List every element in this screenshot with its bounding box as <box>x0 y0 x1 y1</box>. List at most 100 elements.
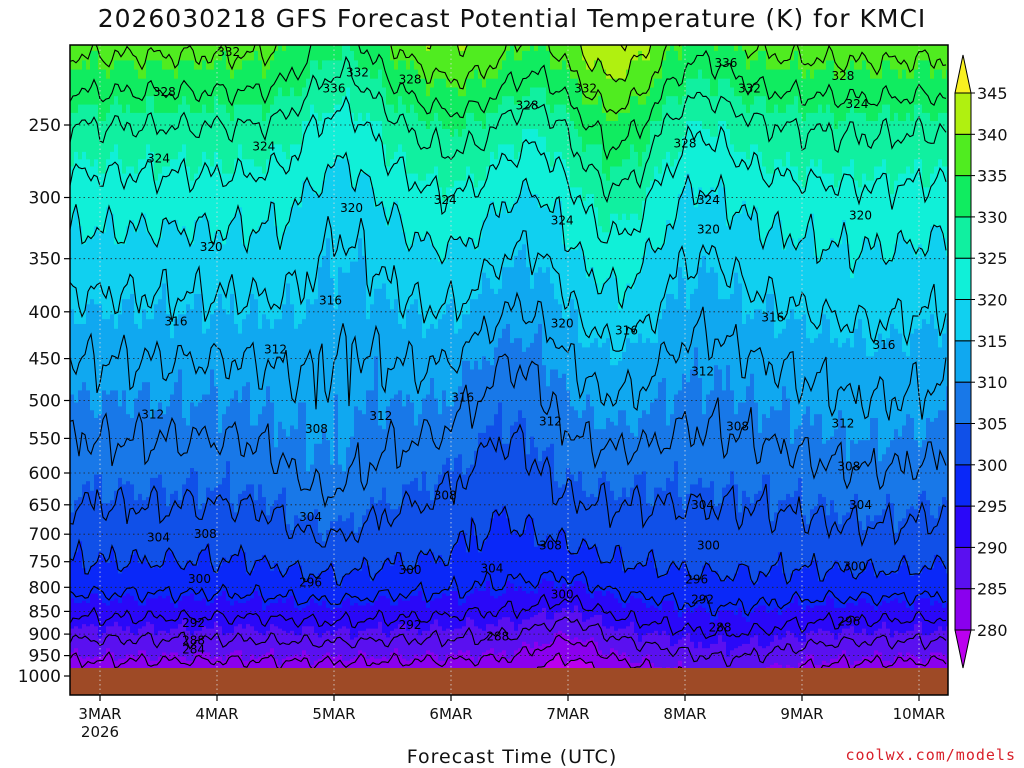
band-cell-1815 <box>658 576 663 611</box>
y-tick-label-8: 650 <box>29 496 61 516</box>
band-cell-2162 <box>778 410 783 501</box>
band-cell-1606 <box>594 641 599 674</box>
band-cell-1883 <box>682 187 687 279</box>
band-cell-284 <box>162 560 167 599</box>
band-cell-1090 <box>434 598 439 621</box>
band-cell-595 <box>266 159 271 221</box>
band-cell-2379 <box>850 500 855 574</box>
band-cell-887 <box>366 628 371 660</box>
band-cell-1736 <box>634 436 639 476</box>
band-cell-576 <box>258 560 263 597</box>
band-cell-2175 <box>782 500 787 574</box>
band-cell-1250 <box>486 78 491 114</box>
band-cell-1298 <box>502 60 507 97</box>
band-cell-1167 <box>458 454 463 534</box>
band-cell-2148 <box>774 213 779 339</box>
band-cell-1771 <box>646 144 651 188</box>
band-cell-743 <box>314 633 319 662</box>
band-cell-1363 <box>522 180 527 245</box>
band-cell-2352 <box>842 220 847 344</box>
band-cell-1156 <box>454 591 459 630</box>
band-cell-2164 <box>778 552 783 616</box>
band-cell-489 <box>230 398 235 504</box>
contour-label-4: 340 <box>589 29 612 43</box>
band-cell-760 <box>322 180 327 257</box>
band-cell-1314 <box>506 267 511 325</box>
band-cell-1687 <box>618 628 623 656</box>
band-cell-1875 <box>678 568 683 618</box>
band-cell-101 <box>102 319 107 391</box>
band-cell-2405 <box>858 598 863 634</box>
band-cell-220 <box>142 213 147 310</box>
band-cell-854 <box>354 637 359 658</box>
band-cell-1622 <box>602 69 607 114</box>
band-cell-2098 <box>758 96 763 153</box>
band-cell-483 <box>230 45 235 80</box>
band-cell-1735 <box>634 342 639 438</box>
band-cell-1460 <box>554 45 559 71</box>
band-cell-285 <box>162 598 167 632</box>
contour-308-7 <box>70 353 947 509</box>
band-cell-1265 <box>490 200 495 290</box>
band-cell-37 <box>82 60 87 106</box>
band-cell-2549 <box>906 509 911 567</box>
band-cell-1310 <box>506 50 511 97</box>
band-cell-2494 <box>890 69 895 122</box>
band-cell-394 <box>198 552 203 602</box>
band-cell-141 <box>114 598 119 623</box>
band-cell-2285 <box>818 605 823 630</box>
band-cell-92 <box>98 552 103 599</box>
band-cell-712 <box>306 45 311 80</box>
band-cell-1348 <box>518 104 523 153</box>
band-cell-1679 <box>618 166 623 221</box>
band-cell-2104 <box>758 570 763 607</box>
band-cell-2665 <box>946 112 948 168</box>
band-cell-1548 <box>578 581 583 614</box>
site-credit[interactable]: coolwx.com/models <box>845 746 1016 764</box>
band-cell-2325 <box>834 78 839 130</box>
band-cell-1531 <box>574 410 579 482</box>
band-cell-1464 <box>554 200 559 300</box>
contour-label-49: 300 <box>188 572 211 586</box>
band-cell-2010 <box>726 576 731 611</box>
band-cell-504 <box>234 555 239 602</box>
band-cell-1473 <box>558 45 563 71</box>
band-cell-1650 <box>610 78 615 122</box>
band-cell-208 <box>138 220 143 330</box>
band-cell-2531 <box>902 69 907 122</box>
contour-label-13: 328 <box>674 137 697 151</box>
band-cell-863 <box>358 570 363 607</box>
band-cell-330 <box>178 314 183 371</box>
band-cell-1452 <box>550 283 555 371</box>
band-cell-1757 <box>642 104 647 153</box>
band-cell-1212 <box>474 69 479 122</box>
band-cell-2274 <box>814 633 819 666</box>
band-cell-1779 <box>646 633 651 656</box>
band-cell-2294 <box>822 443 827 498</box>
band-cell-1863 <box>674 565 679 611</box>
band-cell-1705 <box>626 112 631 160</box>
band-cell-818 <box>342 521 347 577</box>
band-cell-708 <box>302 581 307 609</box>
band-cell-1435 <box>546 50 551 106</box>
contour-label-53: 292 <box>691 593 714 607</box>
contour-label-47: 304 <box>480 562 503 576</box>
band-cell-2124 <box>766 232 771 295</box>
band-cell-2501 <box>890 570 895 602</box>
contour-label-9: 328 <box>831 69 854 83</box>
band-cell-362 <box>190 60 195 114</box>
band-cell-1873 <box>678 390 683 498</box>
band-cell-879 <box>366 69 371 114</box>
band-cell-1183 <box>462 626 467 653</box>
band-cell-1947 <box>706 78 711 130</box>
band-cell-2366 <box>846 461 851 513</box>
band-cell-157 <box>122 60 127 114</box>
band-cell-1427 <box>542 365 547 452</box>
band-cell-2510 <box>894 328 899 430</box>
band-cell-1333 <box>514 45 519 61</box>
band-cell-437 <box>214 96 219 153</box>
band-cell-2112 <box>762 244 767 315</box>
band-cell-710 <box>302 626 307 651</box>
band-cell-1777 <box>646 557 651 609</box>
band-cell-2440 <box>870 563 875 607</box>
